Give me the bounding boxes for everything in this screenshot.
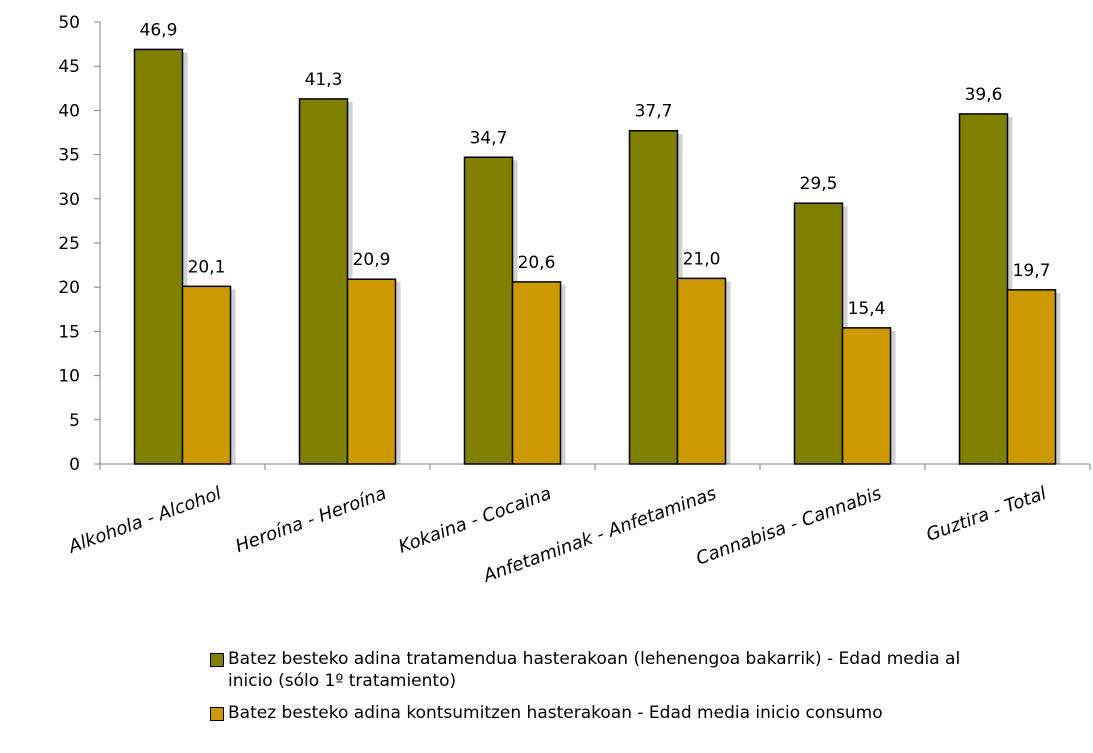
y-axis: 0 5 10 15 20 25 30 35 40 45 50 [58, 13, 101, 475]
bar-1-4 [628, 129, 679, 465]
y-tick-label: 45 [58, 57, 80, 77]
bar-1-3 [463, 156, 514, 465]
legend-item-series-1: Batez besteko adina tratamendua hasterak… [210, 648, 1010, 692]
x-tick-label: Cannabisa - Cannabis [693, 483, 884, 570]
data-label: 21,0 [683, 249, 721, 269]
legend: Batez besteko adina tratamendua hasterak… [210, 648, 1010, 734]
x-tick-label: Heroína - Heroína [233, 483, 389, 557]
bar-2-5 [841, 327, 892, 465]
data-label: 37,7 [635, 102, 673, 122]
x-axis: Alkohola - Alcohol Heroína - Heroína Kokai… [65, 463, 1091, 587]
y-tick-label: 5 [69, 411, 80, 431]
bars [133, 48, 1061, 465]
data-label: 15,4 [848, 299, 886, 319]
y-tick-label: 50 [58, 13, 80, 33]
x-tick-label: Guztira - Total [924, 483, 1050, 546]
bar-2-6 [1006, 289, 1057, 465]
bar-2-4 [676, 277, 727, 465]
bar-1-2 [298, 98, 349, 465]
bar-2-1 [181, 285, 232, 465]
legend-label-series-2: Batez besteko adina kontsumitzen hastera… [228, 703, 883, 723]
data-label: 19,7 [1013, 261, 1051, 281]
bar-2-2 [346, 278, 397, 465]
bar-2-3 [511, 281, 562, 465]
y-tick-label: 0 [69, 455, 80, 475]
data-label: 29,5 [800, 174, 838, 194]
y-tick-label: 25 [58, 234, 80, 254]
data-label: 20,1 [188, 257, 226, 277]
data-label: 46,9 [140, 20, 178, 40]
data-label: 41,3 [305, 70, 343, 90]
legend-swatch-series-1 [210, 653, 224, 667]
data-label: 34,7 [470, 128, 508, 148]
bar-1-1 [133, 48, 184, 465]
legend-label-series-1: Batez besteko adina tratamendua hasterak… [228, 649, 961, 691]
x-tick-label: Alkohola - Alcohol [65, 483, 224, 558]
legend-item-series-2: Batez besteko adina kontsumitzen hastera… [210, 702, 1010, 724]
data-label: 20,6 [518, 253, 556, 273]
y-tick-label: 40 [58, 101, 80, 121]
data-label: 39,6 [965, 85, 1003, 105]
bar-chart: 0 5 10 15 20 25 30 35 40 45 50 Alkohola - Alcohol H… [58, 13, 1091, 587]
bar-1-5 [793, 202, 844, 465]
y-tick-label: 35 [58, 146, 80, 166]
y-tick-label: 15 [58, 322, 80, 342]
bar-1-6 [958, 113, 1009, 465]
y-tick-label: 10 [58, 367, 80, 387]
y-tick-label: 20 [58, 278, 80, 298]
data-label: 20,9 [353, 250, 391, 270]
legend-swatch-series-2 [210, 707, 224, 721]
y-tick-label: 30 [58, 190, 80, 210]
data-labels: 46,9 20,1 41,3 20,9 34,7 20,6 37,7 21,0 29,5 15,4… [140, 20, 1051, 318]
x-tick-label: Kokaina - Cocaina [396, 483, 554, 558]
